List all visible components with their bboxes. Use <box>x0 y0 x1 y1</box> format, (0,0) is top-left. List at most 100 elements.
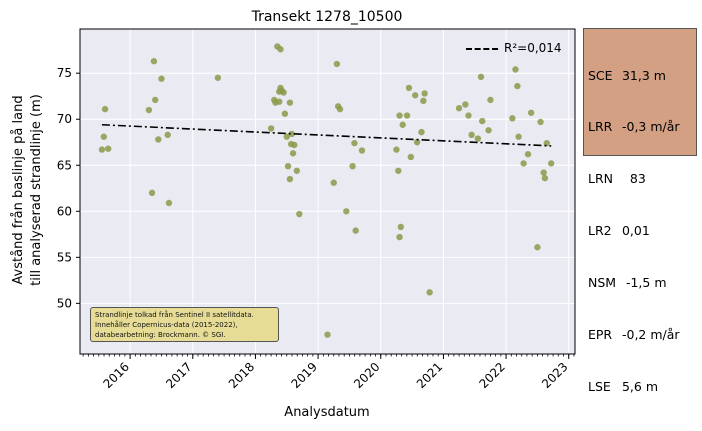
y-tick-label: 70 <box>57 112 72 126</box>
data-point <box>485 127 492 134</box>
y-axis-title-line-1: Avstånd från baslinje på land <box>11 95 26 284</box>
data-point <box>281 110 289 117</box>
data-point <box>426 289 433 296</box>
data-point <box>296 210 303 218</box>
data-point <box>351 139 358 147</box>
data-point <box>462 101 469 108</box>
data-point <box>396 112 403 119</box>
data-point <box>284 162 292 170</box>
data-point <box>165 199 173 207</box>
data-point <box>399 121 406 128</box>
y-tick-label: 55 <box>57 250 72 264</box>
data-point <box>289 150 297 157</box>
stat-value: 83 <box>621 171 646 187</box>
data-point <box>288 130 295 138</box>
grid <box>80 29 575 354</box>
stat-value: -0,3 m/år <box>621 119 680 135</box>
data-point <box>291 141 298 149</box>
y-tick-label: 65 <box>57 158 72 172</box>
data-point <box>333 60 341 68</box>
trend-line <box>101 123 552 147</box>
data-point <box>164 131 171 139</box>
data-point <box>547 160 555 167</box>
data-point <box>277 46 284 53</box>
data-point <box>487 96 494 104</box>
y-tick-label: 60 <box>57 204 72 218</box>
data-point <box>352 227 359 234</box>
credit-line: databearbetning: Brockmann. © SGI. <box>95 331 226 339</box>
chart-title: Transekt 1278_10500 <box>251 9 403 25</box>
data-point <box>413 139 421 146</box>
data-point <box>155 136 162 143</box>
data-point <box>101 105 109 113</box>
data-point <box>358 147 366 154</box>
data-point <box>293 167 300 174</box>
data-point <box>100 133 108 140</box>
data-point <box>324 331 331 338</box>
data-point <box>283 133 290 140</box>
stat-value: -0,2 m/år <box>621 327 680 343</box>
data-point <box>267 125 275 132</box>
data-point <box>150 58 158 65</box>
data-point <box>98 146 106 153</box>
credit-line: Innehåller Copernicus-data (2015-2022), <box>95 321 238 329</box>
stat-key: LSE <box>588 378 611 394</box>
data-point <box>397 223 405 231</box>
stat-key: EPR <box>588 327 613 343</box>
x-tick-label: 2016 <box>101 360 132 391</box>
stat-key: LR2 <box>588 223 612 239</box>
data-point <box>286 99 294 106</box>
data-point <box>515 133 522 140</box>
stat-row-nsm: NSM -1,5 m <box>588 274 693 291</box>
data-point <box>151 96 159 104</box>
data-point <box>543 139 551 147</box>
x-axis-title: Analysdatum <box>284 405 369 420</box>
stat-key: LRN <box>588 171 613 187</box>
x-tick-label: 2021 <box>414 360 445 391</box>
stat-row-lse: LSE 5,6 m <box>588 378 693 395</box>
data-point <box>395 167 402 174</box>
data-point <box>479 117 486 125</box>
x-tick-label: 2019 <box>288 360 319 391</box>
statistics-box: SCE 31,3 m LRR -0,3 m/år LRN 83 LR2 0,01… <box>583 28 697 394</box>
data-point <box>512 66 519 73</box>
data-point <box>330 179 337 186</box>
data-point <box>524 151 532 158</box>
stat-value: -1,5 m <box>621 275 667 291</box>
legend-trend-swatch <box>466 48 498 50</box>
data-point <box>145 106 153 114</box>
stat-key: LRR <box>588 119 613 135</box>
credit-line: Strandlinje tolkad från Sentinel II sate… <box>95 311 254 319</box>
data-point <box>540 169 547 176</box>
data-point <box>158 75 165 82</box>
data-point <box>405 84 413 92</box>
data-point <box>509 115 516 122</box>
data-point <box>393 146 400 153</box>
data-point <box>420 97 427 105</box>
data-point <box>465 112 472 119</box>
x-tick-label: 2022 <box>476 360 507 391</box>
y-axis-title-line-2: till analyserad strandlinje (m) <box>29 94 44 286</box>
y-tick-label: 75 <box>57 66 72 80</box>
x-tick-label: 2023 <box>539 360 570 391</box>
x-tick-label: 2017 <box>163 360 194 391</box>
plot-frame <box>79 28 576 355</box>
data-point <box>407 153 415 161</box>
data-point <box>349 162 356 170</box>
stat-row-lr2: LR2 0,01 <box>588 222 693 239</box>
data-point <box>418 128 425 136</box>
data-point <box>527 109 535 116</box>
stat-key: NSM <box>588 275 617 291</box>
data-point <box>474 135 482 142</box>
stat-value: 0,01 <box>621 223 650 239</box>
data-point <box>455 104 463 112</box>
stat-key: SCE <box>588 67 613 83</box>
stat-row-sce: SCE 31,3 m <box>588 67 693 84</box>
x-tick-label: 2020 <box>351 360 382 391</box>
x-tick-label: 2018 <box>226 360 257 391</box>
data-point <box>468 131 475 139</box>
data-point <box>276 98 283 105</box>
data-point <box>214 74 222 81</box>
stat-row-lrn: LRN 83 <box>588 170 693 187</box>
